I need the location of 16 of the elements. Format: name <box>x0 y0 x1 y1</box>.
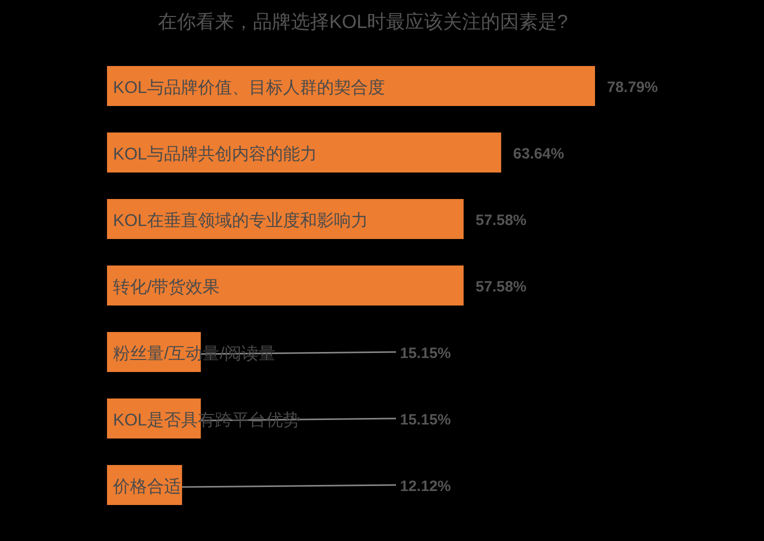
y-tick-label: KOL与品牌价值、目标人群的契合度 <box>113 78 386 97</box>
data-label: 57.58% <box>476 212 527 229</box>
bar <box>107 266 464 306</box>
data-label: 78.79% <box>607 79 658 96</box>
data-label: 15.15% <box>400 412 451 428</box>
data-label: 12.12% <box>400 478 451 495</box>
y-tick-label: 价格合适 <box>112 477 181 496</box>
y-tick-label: KOL与品牌共创内容的能力 <box>113 144 318 164</box>
data-label: 63.64% <box>513 146 564 162</box>
data-label: 15.15% <box>400 345 451 362</box>
y-tick-label: KOL在垂直领域的专业度和影响力 <box>113 211 368 230</box>
y-tick-label: 转化/带货效果 <box>113 278 220 296</box>
bar <box>107 132 502 172</box>
chart-title: 在你看来，品牌选择KOL时最应该关注的因素是? <box>158 11 568 33</box>
bar <box>107 66 595 106</box>
data-label: 57.58% <box>476 278 527 296</box>
